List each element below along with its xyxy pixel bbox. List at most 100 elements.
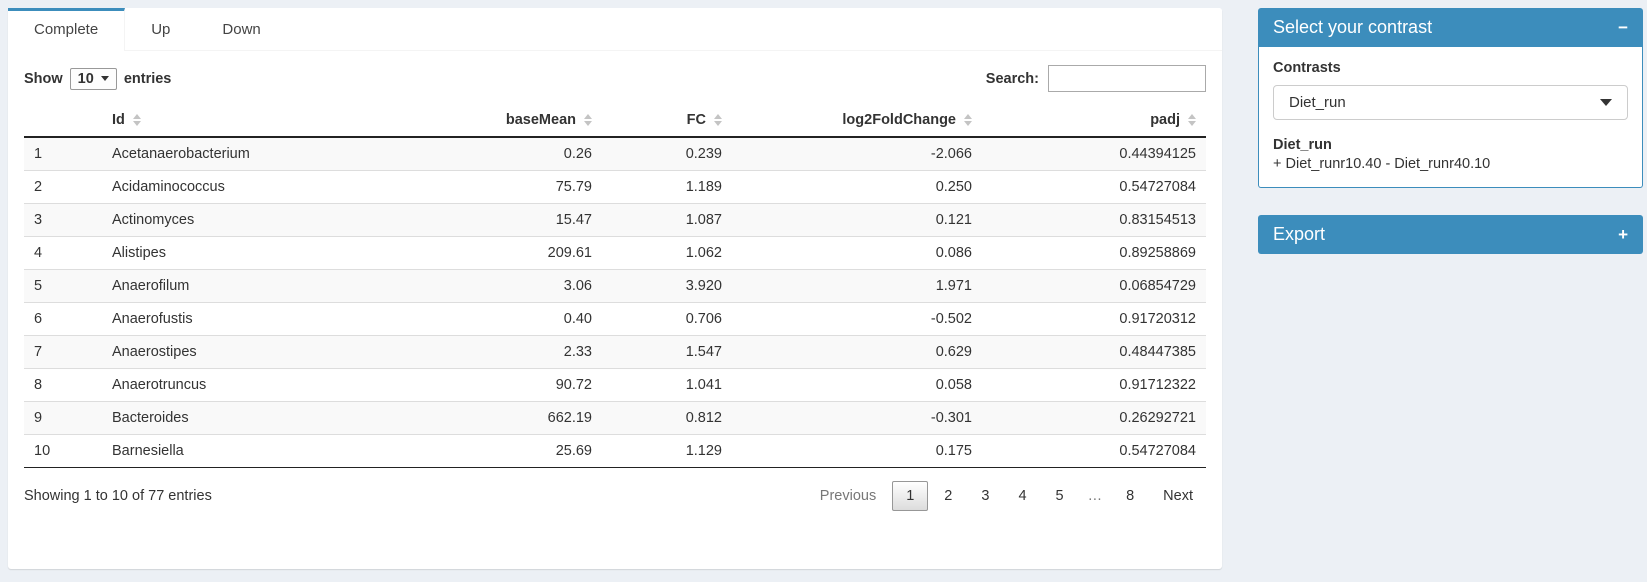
cell-basemean: 15.47 — [402, 203, 602, 237]
page-button-2[interactable]: 2 — [944, 488, 953, 504]
table-row[interactable]: 8 Anaerotruncus 90.72 1.041 0.058 0.91712322 — [24, 368, 1206, 402]
cell-rownum: 7 — [24, 335, 102, 369]
column-header-label: padj — [1150, 112, 1180, 128]
sort-icon — [964, 114, 972, 127]
tab-complete[interactable]: Complete — [8, 8, 126, 51]
cell-id: Acidaminococcus — [102, 170, 402, 204]
column-header-id[interactable]: Id — [102, 104, 402, 138]
contrast-panel-header[interactable]: Select your contrast − — [1258, 8, 1643, 47]
export-panel-header[interactable]: Export + — [1258, 215, 1643, 254]
contrast-formula: + Diet_runr10.40 - Diet_runr40.10 — [1273, 156, 1491, 172]
cell-log2foldchange: -2.066 — [930, 146, 972, 162]
page-length-value: 10 — [77, 70, 94, 87]
cell-log2foldchange: -0.502 — [732, 302, 982, 336]
cell-id: Anaerotruncus — [102, 368, 402, 402]
cell-log2foldchange: 0.121 — [732, 203, 982, 237]
cell-padj: 0.54727084 — [982, 434, 1206, 468]
cell-padj: 0.48447385 — [982, 335, 1206, 369]
cell-id: Anaerofilum — [102, 269, 402, 303]
contrasts-field-label: Contrasts — [1273, 60, 1341, 76]
cell-padj: 0.26292721 — [982, 401, 1206, 435]
cell-fc: 0.239 — [685, 146, 722, 162]
page-button-4[interactable]: 4 — [1018, 488, 1027, 504]
cell-fc: 1.041 — [602, 368, 732, 402]
cell-rownum: 3 — [24, 203, 102, 237]
cell-padj: 0.91712322 — [982, 368, 1206, 402]
column-header-label: Id — [112, 112, 125, 128]
page-length-control: Show 10 entries — [24, 67, 172, 90]
tab-down[interactable]: Down — [222, 21, 261, 38]
cell-fc: 1.547 — [602, 335, 732, 369]
cell-padj: 0.89258869 — [982, 236, 1206, 270]
cell-basemean: 90.72 — [402, 368, 602, 402]
cell-basemean: 662.19 — [402, 401, 602, 435]
column-header-log2foldchange[interactable]: log2FoldChange — [732, 104, 982, 138]
table-row[interactable]: 10 Barnesiella 25.69 1.129 0.175 0.54727084 — [24, 434, 1206, 468]
sort-icon — [1188, 114, 1196, 127]
cell-log2foldchange: 1.971 — [732, 269, 982, 303]
column-header-basemean[interactable]: baseMean — [402, 104, 602, 138]
cell-id: Bacteroides — [102, 401, 402, 435]
table-info: Showing 1 to 10 of 77 entries — [24, 488, 212, 504]
column-header-fc[interactable]: FC — [602, 104, 732, 138]
table-row[interactable]: 6 Anaerofustis 0.40 0.706 -0.502 0.91720312 — [24, 302, 1206, 336]
cell-basemean: 209.61 — [402, 236, 602, 270]
column-header-padj[interactable]: padj — [982, 104, 1206, 138]
cell-padj: 0.44394125 — [1119, 146, 1196, 162]
table-row[interactable]: 7 Anaerostipes 2.33 1.547 0.629 0.48447385 — [24, 335, 1206, 369]
chevron-down-icon — [100, 76, 109, 81]
cell-fc: 1.129 — [602, 434, 732, 468]
tab-up[interactable]: Up — [151, 21, 171, 38]
page-button-3[interactable]: 3 — [981, 488, 990, 504]
cell-fc: 0.706 — [602, 302, 732, 336]
page-button-1[interactable]: 1 — [892, 481, 929, 511]
search-input[interactable] — [1048, 65, 1206, 92]
column-header-label: baseMean — [505, 112, 576, 128]
table-row[interactable]: 3 Actinomyces 15.47 1.087 0.121 0.83154513 — [24, 203, 1206, 237]
cell-padj: 0.83154513 — [982, 203, 1206, 237]
cell-rownum: 5 — [24, 269, 102, 303]
cell-basemean: 75.79 — [402, 170, 602, 204]
entries-label: entries — [123, 70, 172, 87]
table-header-row: Id baseMean FC log2FoldChange padj — [24, 104, 1206, 138]
table-row[interactable]: 9 Bacteroides 662.19 0.812 -0.301 0.26292721 — [24, 401, 1206, 435]
collapse-minus-icon[interactable]: − — [1618, 18, 1628, 37]
contrast-select[interactable]: Diet_run — [1273, 85, 1628, 120]
cell-padj: 0.91720312 — [982, 302, 1206, 336]
chevron-down-icon — [1600, 99, 1612, 106]
cell-basemean: 0.40 — [402, 302, 602, 336]
pagination-next[interactable]: Next — [1163, 488, 1193, 504]
cell-rownum: 2 — [24, 170, 102, 204]
cell-log2foldchange: 0.175 — [732, 434, 982, 468]
table-row[interactable]: 4 Alistipes 209.61 1.062 0.086 0.89258869 — [24, 236, 1206, 270]
tab-bar: Complete Up Down — [8, 8, 1222, 51]
page-button-8[interactable]: 8 — [1126, 488, 1135, 504]
cell-rownum: 4 — [24, 236, 102, 270]
cell-log2foldchange: 0.086 — [732, 236, 982, 270]
search-label: Search: — [985, 70, 1039, 87]
pagination-previous[interactable]: Previous — [819, 488, 877, 504]
table-row[interactable]: 5 Anaerofilum 3.06 3.920 1.971 0.06854729 — [24, 269, 1206, 303]
sort-icon — [714, 114, 722, 127]
cell-rownum: 8 — [24, 368, 102, 402]
cell-basemean: 2.33 — [402, 335, 602, 369]
contrast-panel: Select your contrast − Contrasts Diet_ru… — [1258, 8, 1643, 188]
page-length-select[interactable]: 10 — [69, 67, 117, 90]
show-label: Show — [24, 70, 63, 87]
cell-id: Barnesiella — [102, 434, 402, 468]
contrast-panel-body: Contrasts Diet_run Diet_run + Diet_runr1… — [1258, 47, 1643, 188]
table-body: 1 Acetanaerobacterium 0.26 0.239 -2.066 0.443… — [24, 137, 1206, 468]
expand-plus-icon[interactable]: + — [1618, 225, 1628, 244]
cell-basemean: 0.26 — [563, 146, 592, 162]
contrast-panel-title: Select your contrast — [1273, 17, 1433, 37]
cell-log2foldchange: 0.058 — [732, 368, 982, 402]
cell-fc: 1.062 — [602, 236, 732, 270]
cell-log2foldchange: 0.629 — [732, 335, 982, 369]
cell-id: Anaerofustis — [102, 302, 402, 336]
page-button-5[interactable]: 5 — [1055, 488, 1064, 504]
sort-icon — [132, 114, 141, 127]
table-row[interactable]: 1 Acetanaerobacterium 0.26 0.239 -2.066 0.443… — [24, 137, 1206, 171]
cell-id: Alistipes — [102, 236, 402, 270]
cell-log2foldchange: 0.250 — [732, 170, 982, 204]
table-row[interactable]: 2 Acidaminococcus 75.79 1.189 0.250 0.5472708… — [24, 170, 1206, 204]
